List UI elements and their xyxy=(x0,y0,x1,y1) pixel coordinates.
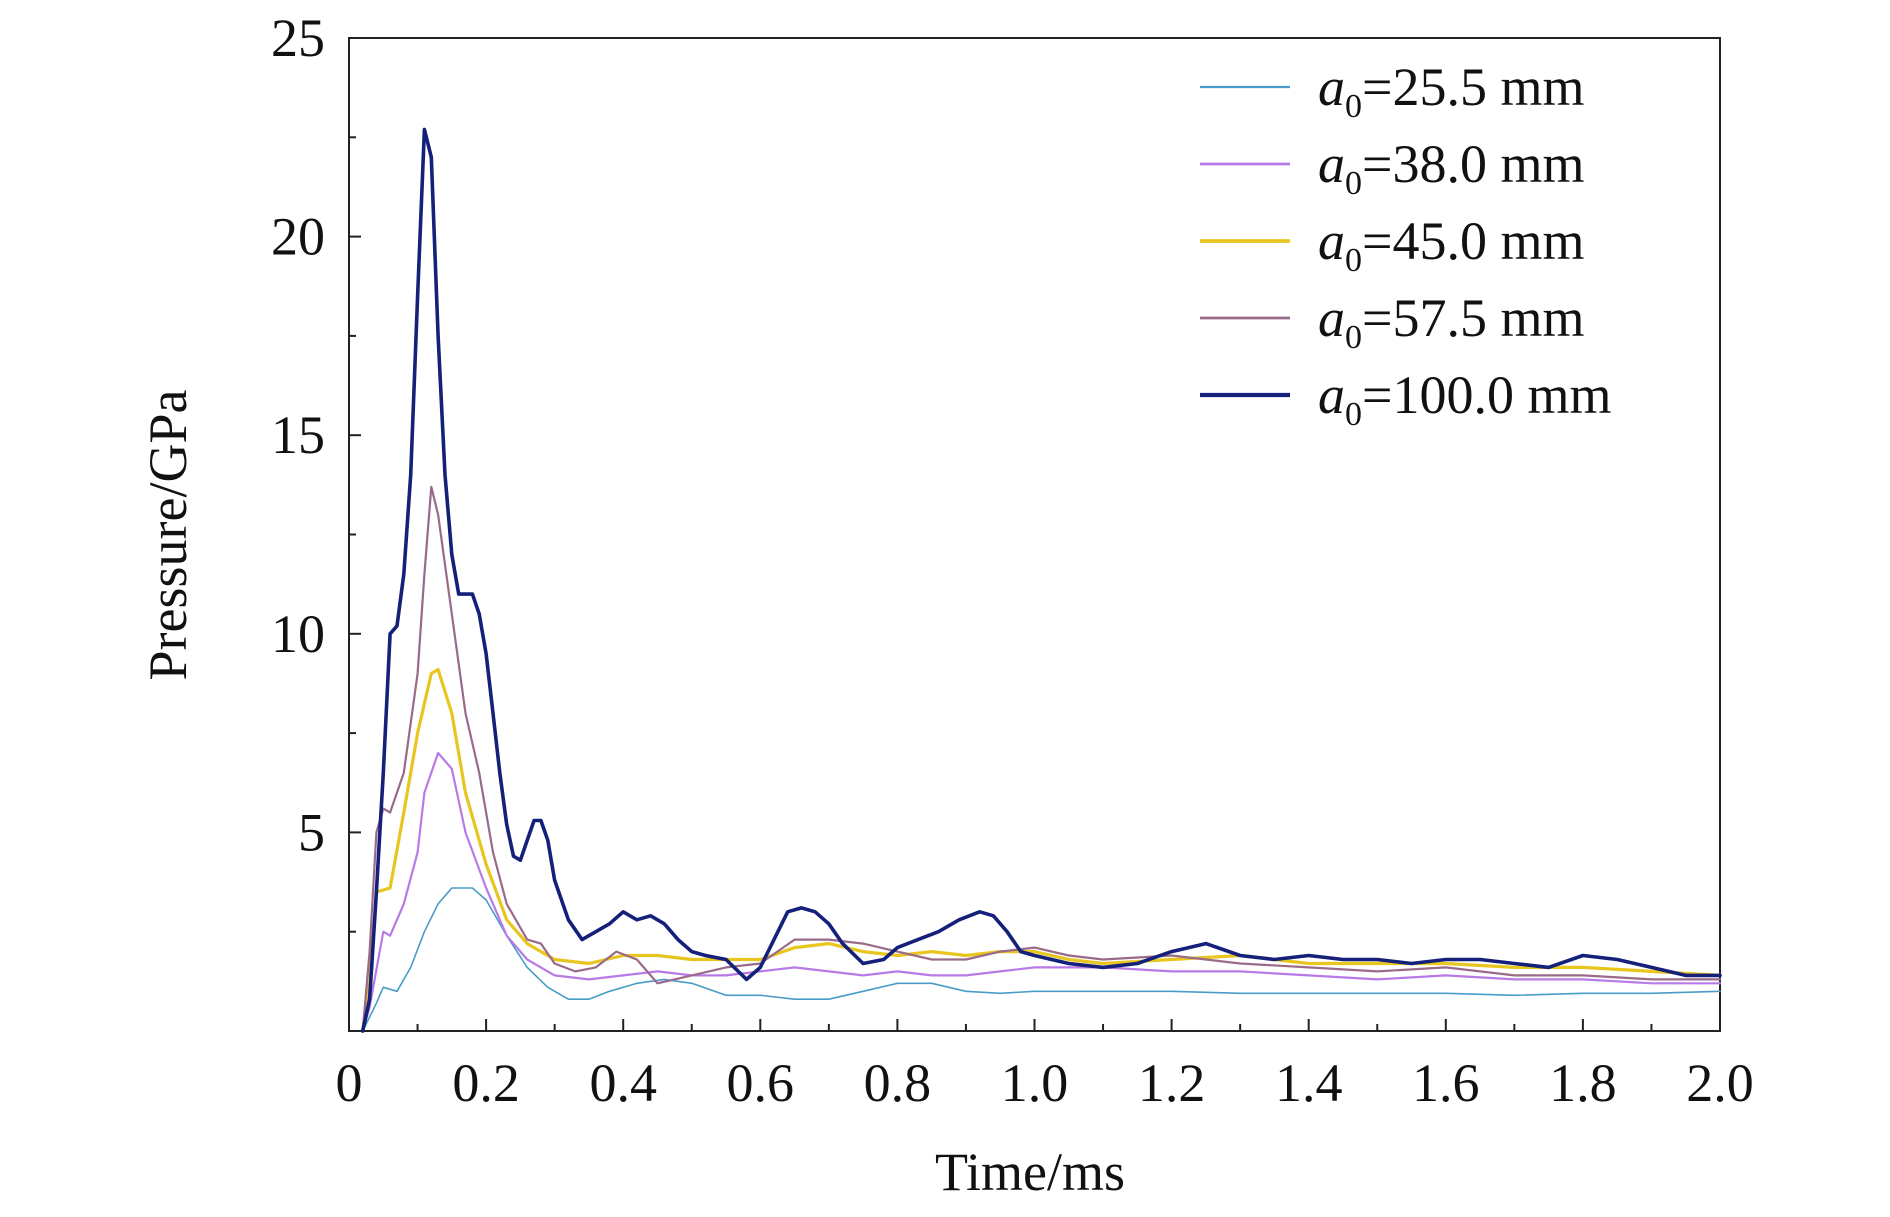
x-tick-label: 0.6 xyxy=(727,1053,795,1113)
x-tick-label: 1.4 xyxy=(1275,1053,1343,1113)
x-tick-label: 1.0 xyxy=(1001,1053,1069,1113)
axis-ticks: 0 0.2 0.4 0.6 0.8 1.0 1.2 1.4 1.6 1.8 2.0 5 10 15 20 25 xyxy=(271,8,1754,1113)
x-tick-label: 0.2 xyxy=(452,1053,520,1113)
legend-value: =57.5 mm xyxy=(1362,288,1584,348)
series-line-4 xyxy=(361,485,1722,1033)
legend-value: =25.5 mm xyxy=(1362,57,1584,117)
legend-label: a0=25.5 mm xyxy=(1318,57,1584,125)
x-axis-title: Time/ms xyxy=(935,1142,1125,1202)
legend-label: a0=38.0 mm xyxy=(1318,134,1584,202)
y-tick-label: 5 xyxy=(298,802,325,862)
x-tick-label: 1.2 xyxy=(1138,1053,1206,1113)
legend-label: a0=100.0 mm xyxy=(1318,365,1611,433)
series-line-3 xyxy=(361,667,1722,1033)
x-tick-label: 0 xyxy=(336,1053,363,1113)
y-tick-label: 20 xyxy=(271,207,325,267)
x-tick-label: 0.8 xyxy=(864,1053,932,1113)
legend-variable: a xyxy=(1318,365,1345,425)
series-line-1 xyxy=(361,887,1721,1032)
legend-subscript: 0 xyxy=(1345,319,1362,356)
legend-variable: a xyxy=(1318,57,1345,117)
legend-subscript: 0 xyxy=(1345,165,1362,202)
series-line-5 xyxy=(360,127,1722,1033)
legend-value: =38.0 mm xyxy=(1362,134,1584,194)
y-tick-label: 25 xyxy=(271,8,325,68)
legend-variable: a xyxy=(1318,288,1345,348)
x-tick-label: 0.4 xyxy=(589,1053,657,1113)
legend-variable: a xyxy=(1318,211,1345,271)
legend-value: =100.0 mm xyxy=(1362,365,1611,425)
legend-subscript: 0 xyxy=(1345,396,1362,433)
legend-value: =45.0 mm xyxy=(1362,211,1584,271)
series-lines xyxy=(360,127,1722,1033)
series-line-2 xyxy=(361,751,1722,1033)
legend-subscript: 0 xyxy=(1345,88,1362,125)
legend-label: a0=57.5 mm xyxy=(1318,288,1584,356)
legend-subscript: 0 xyxy=(1345,242,1362,279)
legend-label: a0=45.0 mm xyxy=(1318,211,1584,279)
x-tick-label: 1.6 xyxy=(1412,1053,1480,1113)
x-tick-label: 1.8 xyxy=(1549,1053,1617,1113)
y-tick-label: 10 xyxy=(271,604,325,664)
legend-variable: a xyxy=(1318,134,1345,194)
x-tick-label: 2.0 xyxy=(1686,1053,1754,1113)
y-axis-title: Pressure/GPa xyxy=(138,389,198,680)
y-tick-label: 15 xyxy=(271,405,325,465)
